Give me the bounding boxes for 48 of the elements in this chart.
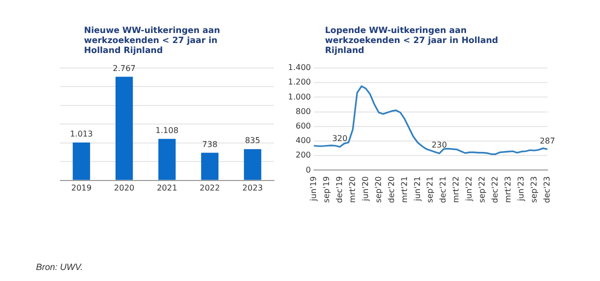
data-label: 1.013 [70,130,93,139]
bar [116,76,133,180]
x-tick-label: jun'22 [464,176,474,202]
x-tick-label: dec'23 [542,176,552,204]
x-tick-label: mrt'23 [504,176,513,203]
x-tick-label: sep'19 [322,176,331,203]
y-tick-label: 800 [296,106,311,116]
x-tick-label: mrt'22 [452,176,461,203]
x-tick-label: dec'21 [438,176,448,204]
bar [244,149,262,180]
data-label: 287 [540,136,556,146]
data-label: 1.108 [156,126,178,135]
x-tick-label: jun'19 [308,176,318,202]
x-tick-label: sep'20 [374,176,383,203]
data-label: 835 [244,136,260,146]
x-tick-label: 2022 [200,183,220,192]
x-tick-label: jun'21 [412,176,422,202]
chart-title: Nieuwe WW-uitkeringen aan werkzoekenden < 27 jaar in Holland Rijnland [84,26,222,56]
data-label: 2.767 [112,64,136,73]
chart-title: Lopende WW-uitkeringen aan werkzoekenden < 27 jaar in Holland Rijnland [325,26,500,56]
x-tick-label: 2019 [71,183,92,192]
bar [72,142,90,180]
y-tick-label: 1.200 [288,78,311,87]
x-tick-label: mrt'21 [400,176,409,203]
text: Bron: UWV. [36,262,83,272]
x-tick-label: dec'20 [386,176,396,204]
x-tick-label: sep'21 [426,176,435,203]
x-tick-label: jun'23 [516,176,526,202]
x-tick-label: jun'20 [360,176,370,202]
bar [201,152,218,180]
data-label: 738 [202,140,218,149]
y-tick-label: 1.400 [288,63,311,72]
x-tick-label: dec'22 [490,176,500,204]
y-tick-label: 600 [296,121,311,130]
x-tick-label: mrt'20 [348,176,357,203]
x-tick-label: sep'22 [478,176,487,203]
data-label: 230 [432,140,447,150]
x-tick-label: dec'19 [334,176,344,204]
x-tick-label: 2021 [156,183,178,192]
y-tick-label: 200 [296,150,311,160]
data-label: 320 [332,134,348,143]
x-tick-label: 2020 [114,183,134,192]
bar [158,138,176,180]
y-tick-label: 400 [296,136,311,146]
y-tick-label: 1.000 [288,92,311,102]
x-tick-label: sep'23 [530,176,539,203]
y-tick-label: 0 [306,165,311,174]
x-tick-label: 2023 [242,183,263,192]
